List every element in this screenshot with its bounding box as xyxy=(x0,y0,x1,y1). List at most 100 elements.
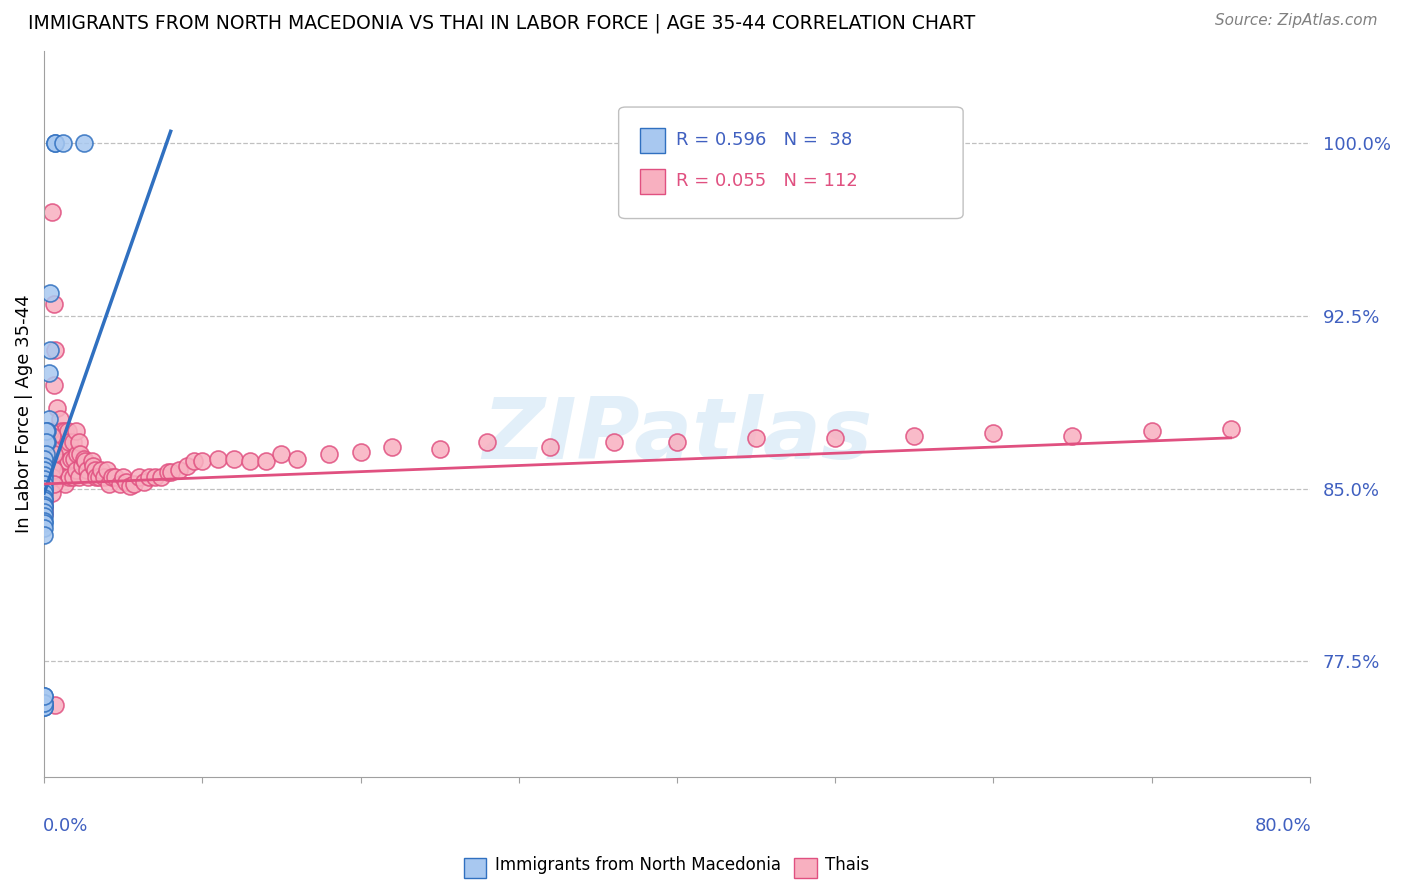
Point xyxy=(66,447,89,461)
Point xyxy=(32,498,55,512)
Point xyxy=(37,454,59,468)
Point xyxy=(124,477,146,491)
Point xyxy=(34,435,56,450)
Point xyxy=(39,285,62,300)
Point xyxy=(38,454,60,468)
Point xyxy=(34,477,56,491)
Point xyxy=(73,451,96,466)
Point xyxy=(38,412,60,426)
Point xyxy=(42,435,65,450)
Point xyxy=(207,451,229,466)
Point xyxy=(32,482,55,496)
Point xyxy=(32,451,55,466)
Point xyxy=(32,493,55,508)
Point xyxy=(745,431,768,445)
Point xyxy=(70,458,93,473)
Point xyxy=(222,451,245,466)
Point xyxy=(48,470,70,484)
Point xyxy=(49,470,72,484)
Point xyxy=(32,477,55,491)
Point xyxy=(32,491,55,505)
Point xyxy=(42,463,65,477)
Point xyxy=(1219,422,1241,436)
Point xyxy=(32,475,55,489)
Point xyxy=(45,435,67,450)
Point xyxy=(41,428,63,442)
Point xyxy=(32,479,55,493)
Point xyxy=(903,428,925,442)
Point xyxy=(60,451,83,466)
Point xyxy=(75,454,97,468)
Point xyxy=(53,477,76,491)
Point xyxy=(82,458,104,473)
Point xyxy=(51,424,73,438)
Point xyxy=(73,136,96,150)
Point xyxy=(41,458,63,473)
Point xyxy=(65,463,87,477)
Point xyxy=(53,424,76,438)
Point xyxy=(63,451,86,466)
Point xyxy=(32,696,55,710)
Text: R = 0.055   N = 112: R = 0.055 N = 112 xyxy=(676,172,858,190)
Point xyxy=(83,463,105,477)
Point xyxy=(34,470,56,484)
Point xyxy=(32,689,55,703)
Point xyxy=(48,424,70,438)
Point xyxy=(602,435,624,450)
Point xyxy=(42,447,65,461)
Point xyxy=(118,479,141,493)
Point xyxy=(42,297,65,311)
Point xyxy=(108,477,131,491)
Point xyxy=(32,463,55,477)
Point xyxy=(41,442,63,457)
Point xyxy=(58,435,80,450)
Text: Thais: Thais xyxy=(825,856,869,874)
Point xyxy=(45,401,67,415)
Point xyxy=(159,466,181,480)
Point xyxy=(32,493,55,508)
Point xyxy=(128,470,150,484)
Point xyxy=(381,440,404,454)
Point xyxy=(55,440,77,454)
Point xyxy=(254,454,277,468)
Text: Immigrants from North Macedonia: Immigrants from North Macedonia xyxy=(495,856,780,874)
Point xyxy=(44,698,66,713)
Point xyxy=(44,136,66,150)
Point xyxy=(93,470,115,484)
Point xyxy=(89,470,111,484)
Point xyxy=(132,475,155,489)
Point xyxy=(52,435,75,450)
Point xyxy=(538,440,561,454)
Point xyxy=(49,447,72,461)
Point xyxy=(824,431,846,445)
Text: R = 0.596   N =  38: R = 0.596 N = 38 xyxy=(676,131,852,149)
Point xyxy=(42,477,65,491)
Point xyxy=(32,502,55,516)
Point xyxy=(37,435,59,450)
Point xyxy=(32,482,55,496)
Point xyxy=(32,516,55,530)
Text: ZIPatlas: ZIPatlas xyxy=(482,394,872,477)
Point xyxy=(665,435,688,450)
Point xyxy=(32,505,55,519)
Point xyxy=(42,377,65,392)
Point xyxy=(41,486,63,500)
Point xyxy=(49,412,72,426)
Point xyxy=(1062,428,1084,442)
Point xyxy=(52,470,75,484)
Point xyxy=(58,470,80,484)
Point xyxy=(349,444,371,458)
Y-axis label: In Labor Force | Age 35-44: In Labor Force | Age 35-44 xyxy=(15,294,32,533)
Point xyxy=(53,447,76,461)
Point xyxy=(191,454,214,468)
Point xyxy=(32,509,55,524)
Point xyxy=(86,470,108,484)
Point xyxy=(44,343,66,358)
Point xyxy=(62,470,84,484)
Point xyxy=(67,470,90,484)
Point xyxy=(270,447,292,461)
Point xyxy=(52,136,75,150)
Point xyxy=(38,367,60,381)
Point xyxy=(150,470,173,484)
Point xyxy=(983,426,1005,441)
